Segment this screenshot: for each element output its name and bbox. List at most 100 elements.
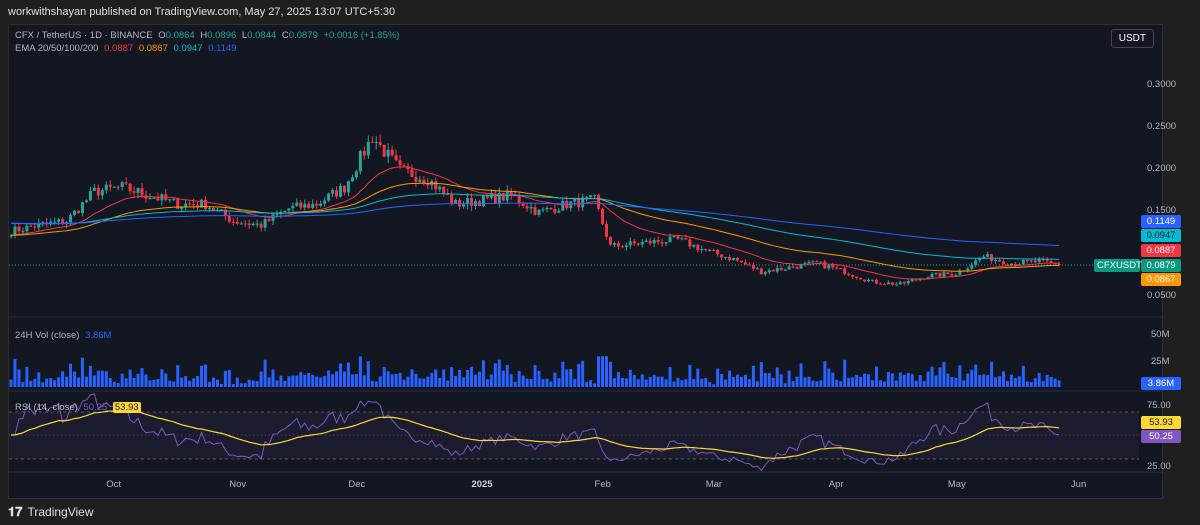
- volume-bar: [378, 376, 382, 387]
- candle-body: [263, 219, 267, 228]
- candle-body: [9, 235, 13, 237]
- volume-bar: [743, 374, 747, 387]
- ticker-tag: CFXUSDT: [1094, 259, 1142, 272]
- candle-body: [986, 254, 990, 257]
- candle-body: [521, 203, 525, 206]
- volume-bar: [108, 378, 112, 387]
- candle-body: [1037, 259, 1041, 263]
- volume-bar: [470, 366, 474, 387]
- volume-bar: [271, 369, 275, 387]
- volume-bar: [886, 371, 890, 387]
- candle-body: [537, 209, 541, 215]
- volume-bar: [882, 381, 886, 387]
- volume-bar: [386, 371, 390, 387]
- x-axis-tick: Feb: [594, 479, 611, 490]
- volume-bar: [25, 366, 29, 387]
- volume-bar: [354, 374, 358, 387]
- volume-bar: [950, 377, 954, 387]
- footer-brand: TradingView: [27, 505, 94, 519]
- candle-body: [227, 216, 231, 222]
- ema100-price-tag: 0.0947: [1141, 229, 1181, 242]
- currency-button[interactable]: USDT: [1110, 29, 1154, 48]
- candle-body: [414, 176, 418, 182]
- candle-body: [275, 214, 279, 216]
- volume-bar: [219, 384, 223, 387]
- candle-body: [485, 195, 489, 198]
- volume-bar: [581, 360, 585, 387]
- volume-bar: [505, 365, 509, 387]
- candle-body: [311, 203, 315, 209]
- candle-body: [612, 243, 616, 245]
- candle-body: [751, 264, 755, 269]
- volume-bar: [799, 363, 803, 387]
- volume-bar: [573, 378, 577, 387]
- candle-body: [247, 223, 251, 226]
- volume-bar: [513, 381, 517, 387]
- candle-body: [61, 219, 65, 225]
- candle-body: [847, 274, 851, 276]
- candle-body: [458, 200, 462, 207]
- candle-body: [88, 190, 92, 201]
- volume-bar: [243, 383, 247, 387]
- x-axis-tick: 2025: [471, 479, 493, 490]
- candle-body: [319, 203, 323, 206]
- candle-body: [942, 272, 946, 277]
- volume-bar: [497, 359, 501, 387]
- volume-bar: [720, 374, 724, 387]
- last-price-tag: 0.0879: [1141, 259, 1181, 272]
- candle-body: [402, 165, 406, 167]
- chart-canvas[interactable]: [9, 25, 1164, 500]
- rsi-ma-line: [11, 409, 1060, 459]
- volume-bar: [263, 359, 267, 387]
- volume-bar: [1053, 378, 1057, 387]
- volume-bar: [156, 378, 160, 387]
- volume-bar: [906, 372, 910, 387]
- ema-label: EMA 20/50/100/200: [15, 43, 99, 54]
- volume-bar: [652, 374, 656, 387]
- candle-body: [454, 200, 458, 204]
- candle-body: [69, 214, 73, 223]
- candle-body: [859, 278, 863, 280]
- candle-body: [533, 207, 537, 215]
- candle-body: [358, 151, 362, 172]
- candle-body: [255, 223, 259, 225]
- volume-bar: [140, 368, 144, 387]
- candle-body: [327, 193, 331, 201]
- volume-bar: [176, 365, 180, 387]
- volume-bar: [708, 382, 712, 387]
- high-value: 0.0896: [207, 30, 237, 41]
- candle-body: [370, 141, 374, 143]
- rsi-ma-tag: 53.93: [1141, 416, 1181, 429]
- volume-bar: [668, 367, 672, 387]
- volume-bar: [342, 371, 346, 387]
- candle-body: [525, 205, 529, 209]
- volume-bar: [608, 361, 612, 387]
- volume-bar: [612, 378, 616, 387]
- candle-body: [49, 221, 53, 224]
- volume-bar: [823, 361, 827, 387]
- volume-bar: [736, 374, 740, 387]
- volume-bar: [80, 357, 84, 387]
- volume-bar: [1037, 373, 1041, 387]
- candle-body: [529, 207, 533, 209]
- volume-bar: [418, 378, 422, 387]
- candle-body: [1013, 263, 1017, 266]
- volume-bar: [1002, 371, 1005, 387]
- chart-pane[interactable]: CFX / TetherUS · 1D · BINANCE O0.0864 H0…: [8, 24, 1181, 500]
- volume-bar: [974, 364, 978, 387]
- volume-bar: [291, 375, 295, 387]
- volume-bar: [104, 371, 108, 387]
- volume-bar: [335, 371, 339, 387]
- volume-bar: [251, 380, 255, 387]
- volume-bar: [867, 374, 871, 387]
- candle-body: [910, 279, 914, 282]
- volume-bar: [255, 381, 259, 387]
- volume-bar: [227, 370, 231, 387]
- volume-tag: 3.86M: [1141, 377, 1181, 390]
- rsi-legend: RSI (14, close) 50.25 53.93: [15, 402, 144, 413]
- volume-tick: 25M: [1151, 356, 1170, 367]
- tradingview-logo[interactable]: 𝟏𝟕 TradingView: [8, 504, 94, 520]
- volume-bar: [172, 381, 176, 387]
- candle-body: [1009, 263, 1013, 266]
- volume-bar: [970, 369, 974, 387]
